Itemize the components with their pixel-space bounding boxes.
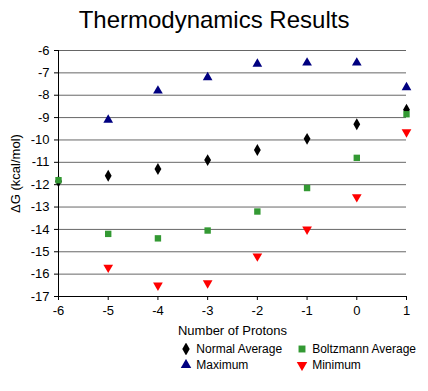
svg-text:-11: -11	[32, 154, 50, 169]
html-text:Thermodynamics Results: Thermodynamics Results	[78, 6, 350, 33]
svg-text:-2: -2	[252, 303, 264, 318]
html-text:Boltzmann Average: Boltzmann Average	[312, 342, 416, 356]
svg-text:-9: -9	[38, 110, 50, 125]
svg-text:-13: -13	[31, 199, 50, 214]
svg-text:-8: -8	[38, 87, 50, 102]
svg-text:1: 1	[403, 303, 410, 318]
svg-text:-3: -3	[202, 303, 214, 318]
svg-text:-14: -14	[31, 222, 50, 237]
html-text:Maximum: Maximum	[196, 358, 249, 372]
svg-text:-16: -16	[31, 266, 50, 281]
svg-text:0: 0	[353, 303, 360, 318]
svg-text:-6: -6	[38, 43, 50, 58]
svg-text:Number of Protons: Number of Protons	[178, 323, 288, 338]
svg-text:-7: -7	[38, 65, 50, 80]
svg-text:-17: -17	[31, 289, 50, 304]
html-text:Minimum: Minimum	[312, 358, 361, 372]
svg-text:ΔG (kcal/mol): ΔG (kcal/mol)	[8, 134, 23, 213]
svg-text:-10: -10	[31, 132, 50, 147]
svg-text:-6: -6	[53, 303, 65, 318]
html-text:Normal Average: Normal Average	[196, 342, 283, 356]
svg-text:-1: -1	[301, 303, 313, 318]
svg-text:-5: -5	[102, 303, 114, 318]
svg-text:-12: -12	[31, 177, 50, 192]
svg-text:-15: -15	[31, 244, 50, 259]
svg-text:-4: -4	[152, 303, 164, 318]
